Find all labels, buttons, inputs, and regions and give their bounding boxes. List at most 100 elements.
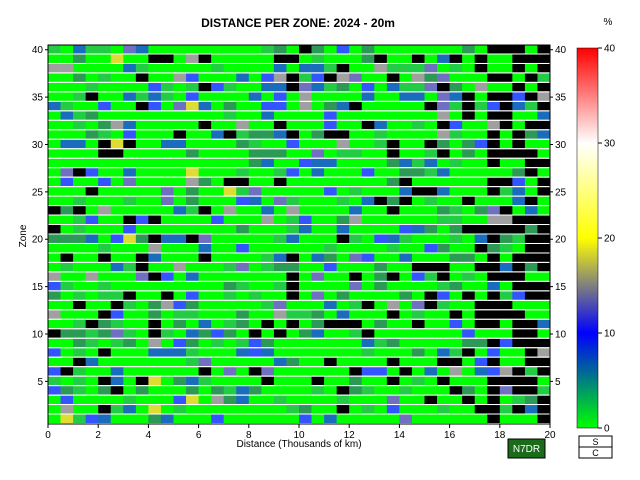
heatmap-cell: [474, 225, 488, 234]
heatmap-cell: [173, 187, 187, 196]
heatmap-cell: [487, 329, 501, 338]
heatmap-cell: [399, 63, 413, 73]
heatmap-cell: [48, 300, 61, 310]
heatmap-cell: [60, 92, 74, 101]
heatmap-cell: [198, 120, 212, 130]
heatmap-cell: [449, 243, 463, 253]
heatmap-cell: [160, 243, 174, 253]
heatmap-cell: [449, 149, 463, 158]
heatmap-cell: [361, 357, 375, 367]
heatmap-cell: [349, 386, 363, 395]
heatmap-cell: [449, 120, 463, 130]
heatmap-cell: [48, 225, 61, 234]
heatmap-cell: [474, 243, 488, 253]
heatmap-cell: [524, 73, 538, 82]
heatmap-cell: [499, 376, 513, 386]
y-tick-label-left: 30: [32, 140, 44, 151]
x-tick-label: 18: [494, 430, 506, 441]
heatmap-cell: [60, 357, 74, 367]
heatmap-cell: [148, 319, 162, 329]
heatmap-cell: [324, 73, 337, 82]
heatmap-cell: [374, 139, 388, 149]
heatmap-cell: [110, 291, 124, 300]
heatmap-cell: [223, 149, 237, 158]
heatmap-cell: [286, 234, 300, 243]
heatmap-cell: [336, 291, 350, 300]
heatmap-cell: [186, 395, 199, 405]
heatmap-cell: [286, 414, 300, 423]
heatmap-cell: [311, 63, 325, 73]
heatmap-cell: [73, 92, 86, 101]
heatmap-cell: [48, 376, 61, 386]
heatmap-cell: [311, 206, 325, 215]
heatmap-cell: [173, 376, 187, 386]
heatmap-cell: [236, 405, 250, 414]
legend-s: S: [592, 437, 598, 447]
heatmap-cell: [236, 92, 250, 101]
heatmap-cell: [248, 187, 262, 196]
heatmap-cell: [211, 149, 224, 158]
heatmap-cell: [173, 262, 187, 272]
heatmap-cell: [186, 357, 199, 367]
heatmap-cell: [173, 82, 187, 92]
heatmap-cell: [60, 215, 74, 225]
heatmap-cell: [424, 367, 438, 376]
heatmap-cell: [386, 73, 400, 82]
heatmap-cell: [186, 262, 199, 272]
heatmap-cell: [487, 243, 501, 253]
heatmap-cell: [386, 329, 400, 338]
heatmap-cell: [48, 196, 61, 206]
heatmap-cell: [248, 262, 262, 272]
heatmap-cell: [512, 168, 526, 177]
heatmap-cell: [324, 130, 337, 139]
heatmap-cell: [135, 54, 149, 63]
heatmap-cell: [411, 177, 425, 187]
heatmap-cell: [198, 63, 212, 73]
heatmap-cell: [512, 196, 526, 206]
heatmap-cell: [186, 101, 199, 111]
heatmap-cell: [336, 414, 350, 423]
heatmap-cell: [236, 281, 250, 291]
heatmap-cell: [110, 243, 124, 253]
heatmap-cell: [135, 281, 149, 291]
heatmap-cell: [261, 262, 275, 272]
heatmap-cell: [462, 272, 475, 281]
heatmap-cell: [524, 329, 538, 338]
heatmap-cell: [411, 101, 425, 111]
heatmap-cell: [311, 310, 325, 319]
heatmap-cell: [160, 281, 174, 291]
heatmap-cell: [487, 196, 501, 206]
heatmap-cell: [211, 225, 224, 234]
heatmap-cell: [223, 196, 237, 206]
x-tick-label: 10: [293, 430, 305, 441]
heatmap-cell: [211, 158, 224, 168]
heatmap-cell: [223, 376, 237, 386]
heatmap-cell: [248, 386, 262, 395]
heatmap-cell: [135, 196, 149, 206]
heatmap-cell: [110, 101, 124, 111]
heatmap-cell: [361, 386, 375, 395]
heatmap-cell: [349, 168, 363, 177]
heatmap-cell: [160, 367, 174, 376]
heatmap-cell: [160, 101, 174, 111]
heatmap-cell: [336, 149, 350, 158]
heatmap-cell: [524, 367, 538, 376]
heatmap-cell: [336, 300, 350, 310]
heatmap-cell: [173, 149, 187, 158]
heatmap-cell: [173, 206, 187, 215]
heatmap-cell: [437, 234, 450, 243]
heatmap-cell: [349, 300, 363, 310]
heatmap-cell: [462, 348, 475, 357]
heatmap-cell: [73, 215, 86, 225]
colorbar-tick-label: 0: [604, 424, 610, 435]
heatmap-cell: [198, 215, 212, 225]
heatmap-cell: [60, 45, 74, 54]
heatmap-cell: [236, 386, 250, 395]
heatmap-cell: [424, 329, 438, 338]
heatmap-cell: [411, 291, 425, 300]
heatmap-cell: [524, 386, 538, 395]
heatmap-cell: [110, 63, 124, 73]
heatmap-cell: [399, 111, 413, 120]
heatmap-cell: [462, 310, 475, 319]
